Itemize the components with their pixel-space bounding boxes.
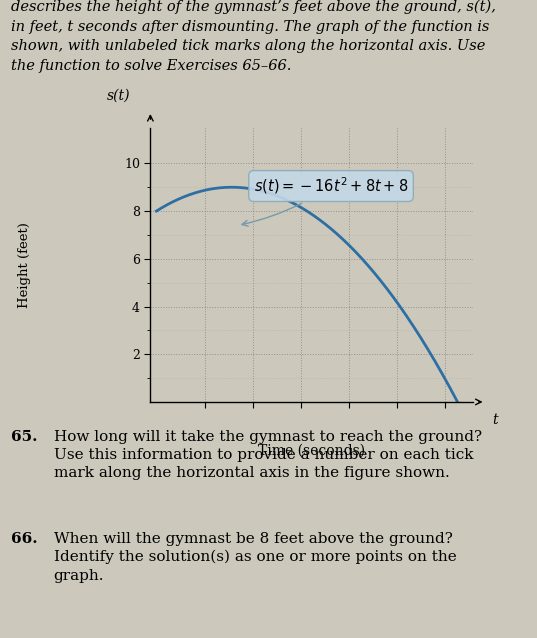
Text: When will the gymnast be 8 feet above the ground?
Identify the solution(s) as on: When will the gymnast be 8 feet above th… bbox=[54, 531, 456, 583]
Text: 65.: 65. bbox=[11, 429, 37, 443]
Text: t: t bbox=[492, 413, 497, 427]
Text: How long will it take the gymnast to reach the ground?
Use this information to p: How long will it take the gymnast to rea… bbox=[54, 429, 482, 480]
Text: 66.: 66. bbox=[11, 531, 38, 545]
Text: describes the height of the gymnast’s feet above the ground, s(t),
in feet, t se: describes the height of the gymnast’s fe… bbox=[11, 0, 496, 73]
Text: $s(t) = -16t^2 + 8t + 8$: $s(t) = -16t^2 + 8t + 8$ bbox=[242, 175, 408, 226]
Text: s(t): s(t) bbox=[106, 89, 130, 103]
Text: Time (seconds): Time (seconds) bbox=[258, 443, 365, 457]
Text: Height (feet): Height (feet) bbox=[18, 222, 31, 308]
